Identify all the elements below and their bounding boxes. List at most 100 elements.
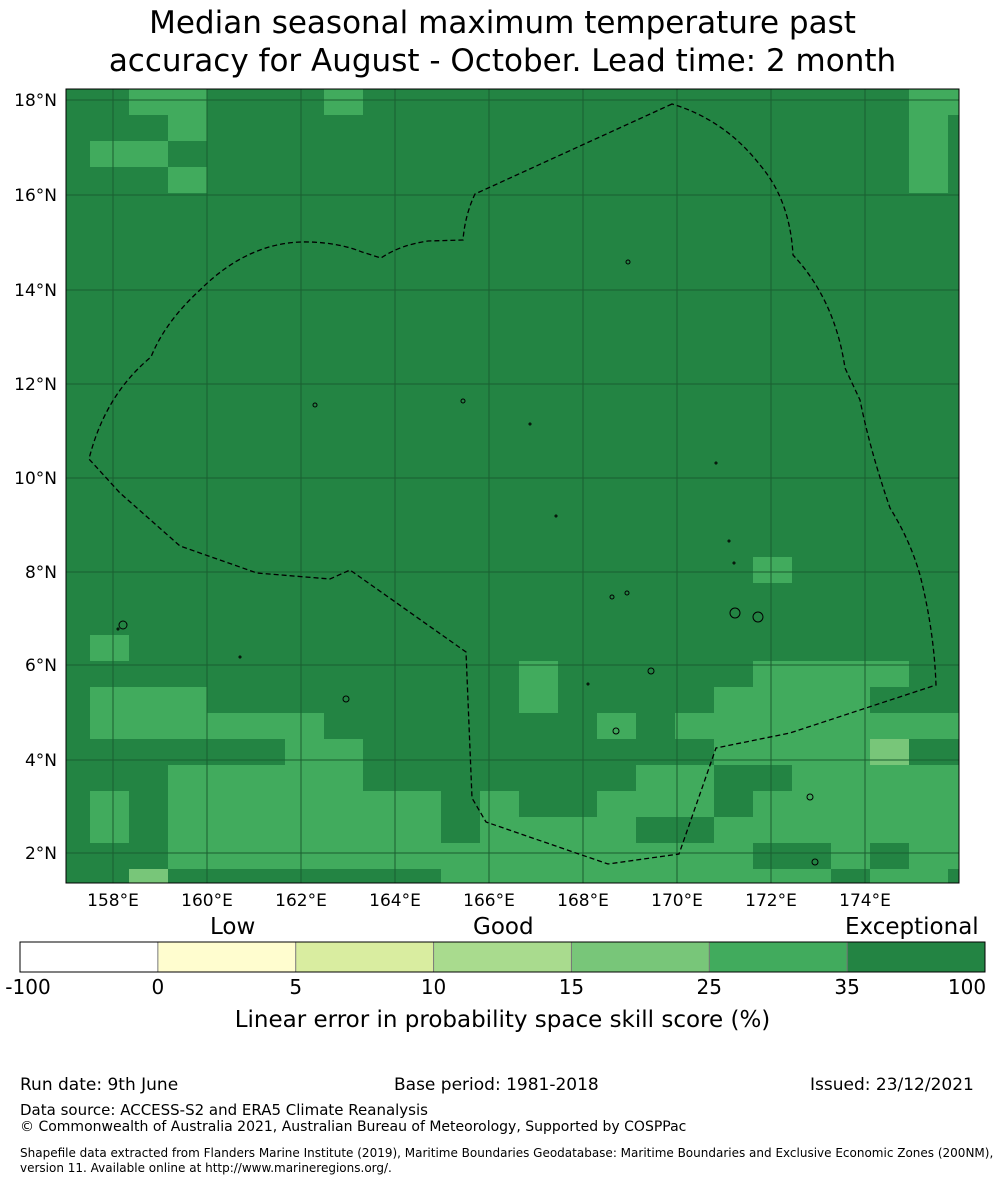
skill-cell bbox=[792, 713, 831, 739]
longitude-tick-label: 170°E bbox=[651, 891, 703, 911]
latitude-tick-label: 6°N bbox=[25, 656, 57, 676]
skill-cell bbox=[558, 817, 597, 843]
skill-cell bbox=[285, 843, 324, 869]
skill-cell bbox=[948, 713, 959, 739]
skill-cell bbox=[597, 817, 636, 843]
island-outline bbox=[612, 727, 620, 735]
skill-cell bbox=[402, 843, 441, 869]
longitude-tick-label: 166°E bbox=[463, 891, 515, 911]
skill-cell bbox=[909, 89, 948, 115]
latitude-tick-label: 12°N bbox=[14, 375, 57, 395]
island-outline bbox=[729, 607, 741, 619]
skill-cell bbox=[441, 843, 480, 869]
skill-cell bbox=[324, 89, 363, 115]
skill-cell bbox=[909, 765, 948, 791]
skill-cell bbox=[831, 791, 870, 817]
skill-cell bbox=[324, 765, 363, 791]
skill-cell bbox=[675, 765, 714, 791]
skill-cell bbox=[480, 869, 519, 883]
skill-cell bbox=[558, 869, 597, 883]
colorbar-tick-label: 35 bbox=[834, 975, 860, 999]
skill-cell bbox=[870, 739, 909, 765]
island-outline bbox=[118, 620, 128, 630]
skill-cell bbox=[363, 791, 402, 817]
island-outline bbox=[342, 695, 350, 703]
island-outline bbox=[460, 398, 466, 404]
skill-cell bbox=[636, 791, 675, 817]
colorbar-segment bbox=[847, 942, 985, 972]
run-date: Run date: 9th June bbox=[20, 1075, 179, 1095]
skill-cell bbox=[636, 765, 675, 791]
colorbar-label-exceptional: Exceptional bbox=[845, 914, 979, 940]
skill-cell bbox=[870, 869, 909, 883]
skill-cell bbox=[948, 817, 959, 843]
skill-cell bbox=[168, 765, 207, 791]
skill-cell bbox=[714, 713, 753, 739]
skill-cell bbox=[597, 869, 636, 883]
colorbar-segment bbox=[295, 942, 434, 972]
longitude-tick-label: 158°E bbox=[87, 891, 139, 911]
island-outline bbox=[732, 561, 736, 565]
island-outline bbox=[116, 627, 120, 631]
skill-cell bbox=[597, 791, 636, 817]
skill-cell bbox=[324, 843, 363, 869]
latitude-tick-label: 4°N bbox=[25, 751, 57, 771]
skill-cell bbox=[792, 869, 831, 883]
skill-cell bbox=[363, 843, 402, 869]
skill-cell bbox=[285, 739, 324, 765]
title-line-1: Median seasonal maximum temperature past bbox=[149, 5, 856, 41]
copyright: © Commonwealth of Australia 2021, Austra… bbox=[20, 1119, 687, 1135]
skill-cell bbox=[792, 687, 831, 713]
skill-cell bbox=[675, 791, 714, 817]
skill-cell bbox=[402, 817, 441, 843]
skill-cell bbox=[519, 843, 558, 869]
island-outline bbox=[528, 422, 532, 426]
skill-cell bbox=[831, 739, 870, 765]
skill-cell bbox=[324, 817, 363, 843]
skill-cell bbox=[870, 713, 909, 739]
skill-cell bbox=[909, 817, 948, 843]
island-outline bbox=[554, 514, 558, 518]
skill-cell bbox=[948, 765, 959, 791]
skill-score-grid bbox=[66, 89, 959, 883]
skill-cell bbox=[207, 791, 246, 817]
skill-cell bbox=[597, 843, 636, 869]
colorbar bbox=[19, 941, 986, 973]
skill-cell bbox=[168, 687, 207, 713]
island-outline bbox=[625, 259, 631, 265]
skill-cell bbox=[168, 115, 207, 141]
skill-cell bbox=[831, 713, 870, 739]
skill-cell bbox=[675, 869, 714, 883]
skill-cell bbox=[792, 765, 831, 791]
skill-cell bbox=[909, 115, 948, 141]
skill-cell bbox=[246, 817, 285, 843]
skill-cell bbox=[246, 713, 285, 739]
colorbar-tick-label: 5 bbox=[289, 975, 303, 999]
skill-cell bbox=[714, 817, 753, 843]
skill-cell bbox=[792, 739, 831, 765]
skill-cell bbox=[909, 791, 948, 817]
skill-cell bbox=[519, 687, 558, 713]
island-outline bbox=[714, 461, 718, 465]
latitude-tick-label: 18°N bbox=[14, 91, 57, 111]
skill-cell bbox=[909, 713, 948, 739]
skill-cell bbox=[753, 791, 792, 817]
colorbar-segment bbox=[157, 942, 296, 972]
colorbar-tick-label: -100 bbox=[5, 975, 51, 999]
skill-cell bbox=[597, 713, 636, 739]
skill-cell bbox=[90, 817, 129, 843]
skill-cell bbox=[636, 869, 675, 883]
skill-cell bbox=[246, 765, 285, 791]
skill-cell bbox=[675, 713, 714, 739]
island-outline bbox=[586, 682, 590, 686]
island-outline bbox=[811, 858, 819, 866]
island-outline bbox=[312, 402, 318, 408]
skill-cell bbox=[870, 791, 909, 817]
skill-cell bbox=[753, 869, 792, 883]
island-outline bbox=[727, 539, 731, 543]
skill-cell bbox=[792, 817, 831, 843]
skill-cell bbox=[246, 791, 285, 817]
data-source: Data source: ACCESS-S2 and ERA5 Climate … bbox=[20, 1101, 428, 1119]
skill-cell bbox=[714, 739, 753, 765]
